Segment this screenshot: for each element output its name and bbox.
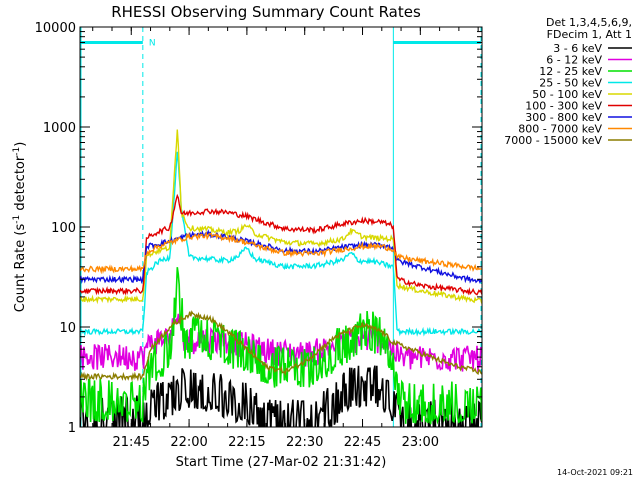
x-tick-label: 22:00 <box>170 435 207 450</box>
y-axis: 1 10 100 1000 10000 <box>35 21 482 436</box>
legend-entry-label: 300 - 800 keV <box>525 111 602 124</box>
series-5 <box>80 193 482 296</box>
y-tick-label: 1 <box>68 421 76 436</box>
x-tick-label: 23:00 <box>402 435 439 450</box>
series-line <box>80 267 482 425</box>
y-tick-label: 100 <box>51 221 76 236</box>
chart-title: RHESSI Observing Summary Count Rates <box>111 3 421 21</box>
series-line <box>80 230 482 275</box>
x-tick-label: 22:15 <box>228 435 265 450</box>
x-axis: 21:45 22:00 22:15 22:30 22:45 23:00 <box>92 27 479 450</box>
x-tick-label: 22:45 <box>344 435 381 450</box>
series-line <box>80 229 482 284</box>
x-tick-label: 21:45 <box>113 435 150 450</box>
series-line <box>80 151 482 337</box>
series-8 <box>80 310 482 382</box>
x-axis-label: Start Time (27-Mar-02 21:31:42) <box>176 455 387 470</box>
y-tick-label: 10 <box>59 321 76 336</box>
series-line <box>80 193 482 296</box>
flag-label: N <box>149 38 156 48</box>
legend-entry-label: 800 - 7000 keV <box>518 123 602 136</box>
series-line <box>80 310 482 382</box>
legend-entry-label: 7000 - 15000 keV <box>504 134 602 147</box>
y-tick-label: 10000 <box>35 21 76 36</box>
series-3 <box>80 151 482 337</box>
series-layer <box>80 129 482 427</box>
series-7 <box>80 230 482 275</box>
series-line <box>80 312 482 373</box>
y-axis-label: Count Rate (s-1 detector-1) <box>12 142 28 313</box>
series-1 <box>80 312 482 373</box>
footer-date: 14-Oct-2021 09:21 <box>557 468 633 477</box>
y-tick-label: 1000 <box>43 121 76 136</box>
legend-header-line-2: FDecim 1, Att 1 <box>547 28 632 41</box>
legend: Det 1,3,4,5,6,9, FDecim 1, Att 1 3 - 6 k… <box>504 16 632 147</box>
legend-entry-label: 100 - 300 keV <box>525 100 602 113</box>
series-2 <box>80 267 482 425</box>
series-6 <box>80 229 482 284</box>
legend-entry-label: 25 - 50 keV <box>539 77 602 90</box>
legend-entry-label: 12 - 25 keV <box>539 65 602 78</box>
legend-entry-label: 50 - 100 keV <box>532 88 602 101</box>
legend-header-line-1: Det 1,3,4,5,6,9, <box>546 16 632 29</box>
x-tick-label: 22:30 <box>286 435 323 450</box>
legend-entry-label: 6 - 12 keV <box>546 54 602 67</box>
legend-entry-label: 3 - 6 keV <box>553 42 602 55</box>
